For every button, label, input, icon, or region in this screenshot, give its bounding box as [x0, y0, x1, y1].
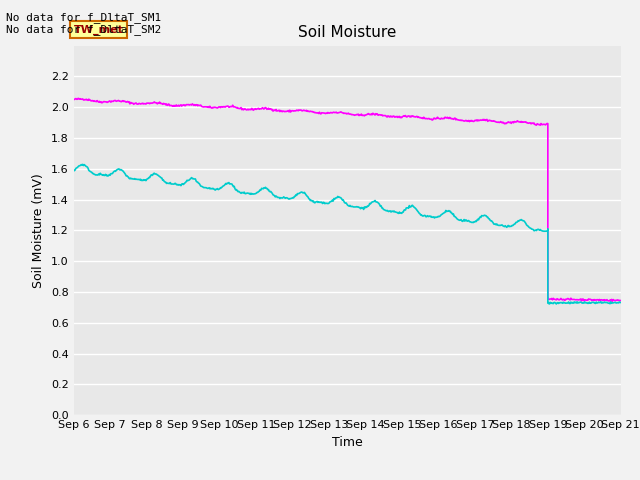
Y-axis label: Soil Moisture (mV): Soil Moisture (mV): [32, 173, 45, 288]
X-axis label: Time: Time: [332, 436, 363, 449]
Text: TW_met: TW_met: [74, 24, 124, 35]
Title: Soil Moisture: Soil Moisture: [298, 25, 396, 40]
Text: No data for f_DltaT_SM2: No data for f_DltaT_SM2: [6, 24, 162, 35]
Text: No data for f_DltaT_SM1: No data for f_DltaT_SM1: [6, 12, 162, 23]
